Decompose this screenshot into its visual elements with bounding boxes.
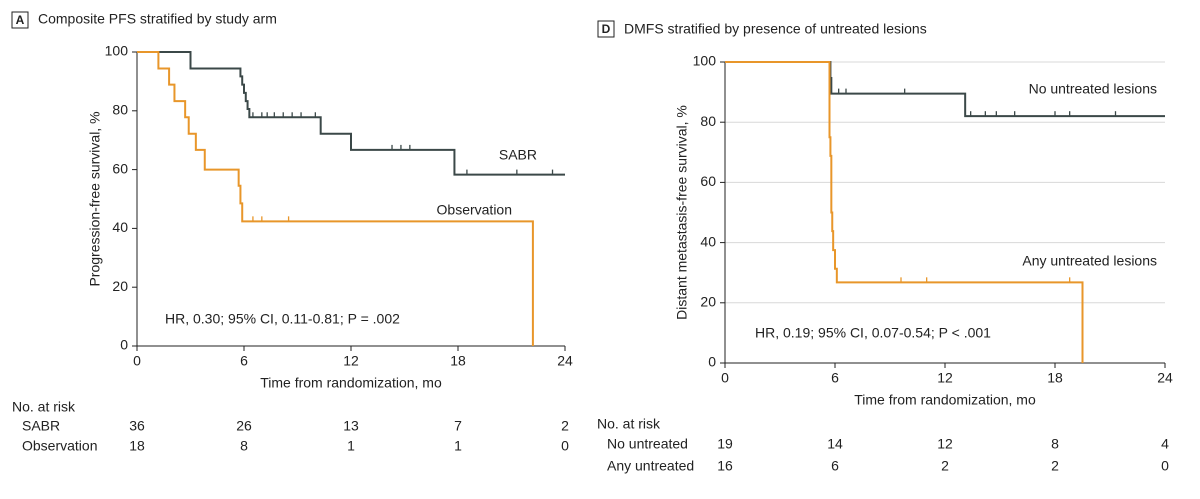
x-axis-label: Time from randomization, mo	[854, 392, 1036, 408]
y-tick-label: 20	[700, 294, 716, 310]
risk-row-name: No untreated	[607, 436, 688, 452]
legend-label: Observation	[437, 202, 512, 218]
legend-label: Any untreated lesions	[1022, 253, 1157, 269]
panel-box	[597, 20, 615, 38]
risk-count: 1	[347, 438, 355, 454]
y-tick-label: 80	[700, 113, 716, 129]
chart-title: DMFS stratified by presence of untreated…	[624, 21, 927, 37]
risk-count: 6	[831, 458, 839, 474]
x-tick-label: 24	[557, 353, 573, 369]
risk-count: 26	[236, 418, 252, 434]
risk-count: 7	[454, 418, 462, 434]
risk-count: 19	[717, 436, 733, 452]
risk-count: 13	[343, 418, 359, 434]
risk-count: 1	[454, 438, 462, 454]
y-tick-label: 60	[112, 160, 128, 176]
x-tick-label: 18	[1047, 370, 1063, 386]
annotation: HR, 0.19; 95% CI, 0.07-0.54; P < .001	[755, 325, 991, 341]
y-tick-label: 80	[112, 102, 128, 118]
y-tick-label: 100	[693, 53, 717, 69]
survival-curve	[137, 51, 565, 176]
x-tick-label: 0	[133, 353, 141, 369]
risk-count: 8	[1051, 436, 1059, 452]
y-tick-label: 100	[105, 43, 129, 59]
risk-row-name: SABR	[22, 418, 60, 434]
y-tick-label: 40	[112, 219, 128, 235]
risk-count: 18	[129, 438, 145, 454]
risk-count: 2	[941, 458, 949, 474]
panel-box	[11, 11, 29, 29]
risk-count: 4	[1161, 436, 1169, 452]
risk-count: 14	[827, 436, 843, 452]
risk-count: 0	[1161, 458, 1169, 474]
legend-label: SABR	[499, 147, 537, 163]
y-tick-label: 0	[120, 337, 128, 353]
risk-count: 8	[240, 438, 248, 454]
risk-table-label: No. at risk	[12, 399, 76, 415]
risk-count: 0	[561, 438, 569, 454]
annotation: HR, 0.30; 95% CI, 0.11-0.81; P = .002	[165, 311, 400, 327]
x-tick-label: 12	[343, 353, 359, 369]
x-tick-label: 6	[831, 370, 839, 386]
risk-count: 36	[129, 418, 145, 434]
x-tick-label: 6	[240, 353, 248, 369]
x-tick-label: 24	[1157, 370, 1173, 386]
risk-row-name: Observation	[22, 438, 97, 454]
y-tick-label: 40	[700, 233, 716, 249]
y-axis-label: Distant metastasis-free survival, %	[674, 105, 690, 320]
risk-table-label: No. at risk	[597, 416, 661, 432]
risk-row-name: Any untreated	[607, 458, 694, 474]
y-tick-label: 0	[708, 354, 716, 370]
x-tick-label: 0	[721, 370, 729, 386]
y-tick-label: 20	[112, 278, 128, 294]
risk-count: 2	[1051, 458, 1059, 474]
risk-count: 16	[717, 458, 733, 474]
x-tick-label: 12	[937, 370, 953, 386]
legend-label: No untreated lesions	[1029, 81, 1157, 97]
panel-label: A	[16, 13, 25, 27]
risk-count: 2	[561, 418, 569, 434]
risk-count: 12	[937, 436, 953, 452]
survival-curve	[137, 51, 534, 346]
panel-label: D	[602, 22, 611, 36]
x-tick-label: 18	[450, 353, 466, 369]
x-axis-label: Time from randomization, mo	[260, 375, 442, 391]
y-axis-label: Progression-free survival, %	[87, 111, 103, 286]
y-tick-label: 60	[700, 173, 716, 189]
chart-title: Composite PFS stratified by study arm	[38, 11, 277, 27]
survival-curve	[725, 61, 1084, 363]
